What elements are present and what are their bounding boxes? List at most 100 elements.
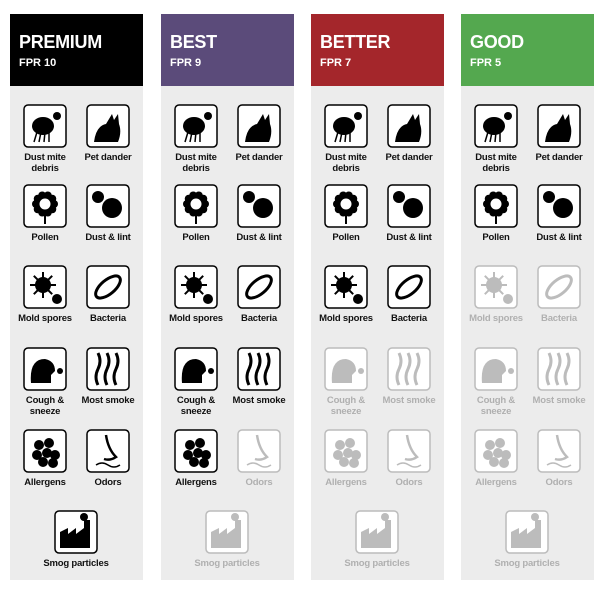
icon-graphic: [174, 184, 218, 228]
icon: [474, 184, 518, 228]
tier-column: BEST FPR 9 Dust mite debris Pet dander Polle…: [161, 14, 294, 580]
icon-graphic: [23, 429, 67, 473]
icon: [505, 510, 549, 554]
item-label: Smog particles: [344, 558, 410, 569]
item-label: Dust mite debris: [24, 152, 66, 174]
tier-rating: FPR 10: [19, 57, 57, 69]
item-label: Smog particles: [43, 558, 109, 569]
item-label: Mold spores: [169, 313, 223, 324]
icon: [474, 104, 518, 148]
item-label: Cough & sneeze: [176, 395, 216, 417]
tier-column: PREMIUM FPR 10 Dust mite debris Pet dander P…: [10, 14, 143, 580]
icon-graphic: [324, 184, 368, 228]
icon-graphic: [324, 104, 368, 148]
icon: [205, 510, 249, 554]
icon: [324, 347, 368, 391]
icon-graphic: [23, 184, 67, 228]
icon: [86, 429, 130, 473]
icon-graphic: [474, 347, 518, 391]
icon: [174, 347, 218, 391]
icon: [86, 265, 130, 309]
icon: [23, 104, 67, 148]
item-label: Odors: [94, 477, 122, 488]
icon-graphic: [387, 104, 431, 148]
icon-graphic: [324, 429, 368, 473]
item-label: Pet dander: [385, 152, 433, 163]
icon: [387, 347, 431, 391]
icon-graphic: [23, 265, 67, 309]
item-label: Dust & lint: [236, 232, 282, 243]
icon: [174, 184, 218, 228]
icon: [537, 184, 581, 228]
icon-graphic: [237, 347, 281, 391]
item-label: Dust & lint: [85, 232, 131, 243]
item-label: Bacteria: [541, 313, 577, 324]
icon-graphic: [474, 429, 518, 473]
icon-graphic: [174, 104, 218, 148]
item-label: Odors: [545, 477, 573, 488]
icon-graphic: [387, 429, 431, 473]
icon-graphic: [174, 265, 218, 309]
icon: [324, 429, 368, 473]
icon-graphic: [237, 184, 281, 228]
icon: [237, 429, 281, 473]
item-label: Pollen: [332, 232, 360, 243]
icon: [23, 429, 67, 473]
icon-graphic: [86, 429, 130, 473]
tier-title: BEST: [170, 32, 217, 52]
icon-graphic: [474, 265, 518, 309]
item-label: Most smoke: [81, 395, 135, 406]
icon-graphic: [23, 347, 67, 391]
item-label: Cough & sneeze: [25, 395, 65, 417]
icon-graphic: [205, 510, 249, 554]
icon: [23, 265, 67, 309]
icon-graphic: [474, 104, 518, 148]
icon-graphic: [537, 429, 581, 473]
icon-graphic: [505, 510, 549, 554]
item-label: Dust mite debris: [475, 152, 517, 174]
icon: [86, 104, 130, 148]
icon: [387, 104, 431, 148]
tier-title: GOOD: [470, 32, 524, 52]
icon-graphic: [324, 347, 368, 391]
icon-graphic: [355, 510, 399, 554]
item-label: Cough & sneeze: [476, 395, 516, 417]
icon-graphic: [537, 347, 581, 391]
icon: [537, 265, 581, 309]
tier-header: BEST FPR 9: [161, 14, 294, 86]
item-label: Dust mite debris: [325, 152, 367, 174]
item-label: Dust & lint: [386, 232, 432, 243]
item-label: Bacteria: [391, 313, 427, 324]
tier-column: BETTER FPR 7 Dust mite debris Pet dander Pol…: [311, 14, 444, 580]
icon-graphic: [324, 265, 368, 309]
item-label: Pollen: [31, 232, 59, 243]
icon: [23, 184, 67, 228]
icon: [387, 429, 431, 473]
icon: [537, 347, 581, 391]
icon: [54, 510, 98, 554]
icon-graphic: [237, 429, 281, 473]
icon: [237, 265, 281, 309]
icon-graphic: [86, 265, 130, 309]
icon: [355, 510, 399, 554]
item-label: Odors: [245, 477, 273, 488]
icon-graphic: [537, 104, 581, 148]
item-label: Smog particles: [494, 558, 560, 569]
icon-graphic: [237, 265, 281, 309]
icon: [237, 104, 281, 148]
item-label: Pet dander: [235, 152, 283, 163]
icon: [387, 265, 431, 309]
icon-graphic: [537, 184, 581, 228]
tier-column: GOOD FPR 5 Dust mite debris Pet dander Polle…: [461, 14, 594, 580]
tier-rating: FPR 7: [320, 57, 352, 69]
icon-graphic: [23, 104, 67, 148]
icon: [237, 347, 281, 391]
icon: [174, 429, 218, 473]
icon: [86, 347, 130, 391]
item-label: Mold spores: [469, 313, 523, 324]
item-label: Odors: [395, 477, 423, 488]
icon: [237, 184, 281, 228]
item-label: Pet dander: [84, 152, 132, 163]
item-label: Pollen: [182, 232, 210, 243]
icon-graphic: [537, 265, 581, 309]
